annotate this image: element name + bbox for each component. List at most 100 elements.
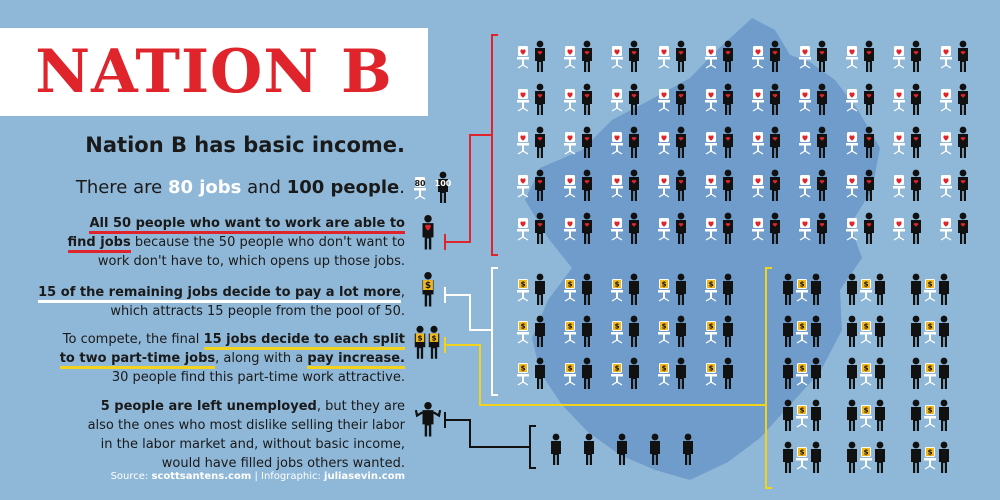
willing-worker-icon bbox=[563, 40, 592, 72]
svg-text:$: $ bbox=[662, 281, 667, 289]
high-pay-worker-icon: $ bbox=[704, 315, 733, 347]
willing-worker-icon bbox=[704, 40, 733, 72]
high-pay-worker-icon: $ bbox=[563, 357, 592, 389]
willing-worker-icon bbox=[610, 212, 639, 244]
willing-worker-icon bbox=[516, 126, 545, 158]
willing-worker-icon bbox=[563, 83, 592, 115]
high-pay-worker-icon: $ bbox=[516, 357, 545, 389]
willing-worker-icon bbox=[610, 40, 639, 72]
title-banner: NATION B bbox=[0, 28, 428, 116]
svg-text:$: $ bbox=[800, 365, 805, 373]
part-time-worker-pair: $ bbox=[911, 273, 949, 305]
icon-label-100: 100 bbox=[435, 179, 452, 188]
unemployed-person-icon bbox=[551, 433, 561, 465]
willing-worker-icon bbox=[563, 126, 592, 158]
willing-worker-icon bbox=[516, 40, 545, 72]
svg-text:$: $ bbox=[800, 407, 805, 415]
willing-worker-icon bbox=[751, 83, 780, 115]
willing-worker-icon bbox=[892, 212, 921, 244]
svg-text:$: $ bbox=[615, 281, 620, 289]
willing-worker-icon bbox=[657, 83, 686, 115]
high-pay-worker-icon: $ bbox=[563, 273, 592, 305]
bracket-unemployed bbox=[444, 412, 536, 469]
grid-high-pay-workers: $ $ $ $ $ $ $ $ $ $ $ $ $ $ $ bbox=[516, 273, 733, 389]
willing-worker-icon bbox=[704, 126, 733, 158]
unemployed-person-icon bbox=[617, 433, 627, 465]
p3-highlight-c: pay increase. bbox=[307, 351, 405, 369]
source-link[interactable]: scottsantens.com bbox=[151, 471, 252, 482]
grid-part-time-workers: $ $ $ $ $ $ $ $ $ $ $ $ $ $ $ bbox=[783, 273, 949, 473]
willing-worker-icon bbox=[939, 40, 968, 72]
willing-worker-icon bbox=[845, 40, 874, 72]
grid-willing-workers bbox=[516, 40, 968, 244]
willing-worker-icon bbox=[892, 126, 921, 158]
svg-text:$: $ bbox=[568, 323, 573, 331]
high-pay-worker-icon: $ bbox=[610, 357, 639, 389]
source-separator: | bbox=[251, 471, 261, 482]
part-time-worker-pair: $ bbox=[911, 315, 949, 347]
legend-workers-part-time: $ bbox=[414, 325, 426, 359]
willing-worker-icon bbox=[751, 212, 780, 244]
svg-text:$: $ bbox=[521, 323, 526, 331]
p4-rest-b: also the ones who most dislike selling t… bbox=[87, 418, 405, 433]
high-pay-worker-icon: $ bbox=[610, 315, 639, 347]
page-title: NATION B bbox=[35, 37, 393, 107]
paragraph-high-pay: 15 of the remaining jobs decide to pay a… bbox=[10, 283, 405, 321]
svg-text:$: $ bbox=[662, 365, 667, 373]
stat-middle: and bbox=[241, 177, 287, 198]
high-pay-worker-icon: $ bbox=[657, 315, 686, 347]
svg-text:$: $ bbox=[928, 407, 933, 415]
willing-worker-icon bbox=[939, 212, 968, 244]
part-time-worker-pair: $ bbox=[847, 399, 885, 431]
svg-text:$: $ bbox=[928, 323, 933, 331]
svg-text:$: $ bbox=[800, 281, 805, 289]
part-time-worker-pair: $ bbox=[911, 357, 949, 389]
p4-rest-d: would have filled jobs others wanted. bbox=[161, 456, 405, 471]
icon-label-80: 80 bbox=[414, 179, 426, 188]
paragraph-unemployed: 5 people are left unemployed, but they a… bbox=[10, 397, 405, 473]
paragraph-part-time: To compete, the final 15 jobs decide to … bbox=[10, 330, 405, 387]
jobs-count: 80 jobs bbox=[167, 177, 242, 198]
willing-worker-icon bbox=[610, 126, 639, 158]
credit-link[interactable]: juliasevin.com bbox=[324, 471, 405, 482]
svg-text:$: $ bbox=[864, 281, 869, 289]
high-pay-worker-icon: $ bbox=[704, 357, 733, 389]
part-time-worker-pair: $ bbox=[847, 273, 885, 305]
willing-worker-icon bbox=[563, 169, 592, 201]
svg-text:$: $ bbox=[800, 323, 805, 331]
willing-worker-icon bbox=[704, 212, 733, 244]
willing-worker-icon bbox=[563, 212, 592, 244]
svg-text:$: $ bbox=[615, 323, 620, 331]
stat-line: There are 80 jobs and 100 people. bbox=[20, 177, 405, 198]
svg-text:$: $ bbox=[928, 281, 933, 289]
stat-suffix: . bbox=[399, 177, 405, 198]
willing-worker-icon bbox=[798, 169, 827, 201]
willing-worker-icon bbox=[892, 169, 921, 201]
svg-text:$: $ bbox=[431, 333, 436, 342]
part-time-worker-pair: $ bbox=[847, 441, 885, 473]
part-time-worker-pair: $ bbox=[783, 273, 821, 305]
willing-worker-icon bbox=[704, 169, 733, 201]
svg-text:$: $ bbox=[800, 449, 805, 457]
svg-text:$: $ bbox=[662, 323, 667, 331]
paragraph-willing-workers: All 50 people who want to work are able … bbox=[10, 214, 405, 271]
svg-text:$: $ bbox=[864, 323, 869, 331]
willing-worker-icon bbox=[845, 169, 874, 201]
legend-worker-dollar: $ bbox=[422, 271, 434, 307]
willing-worker-icon bbox=[845, 83, 874, 115]
svg-text:$: $ bbox=[425, 281, 431, 291]
willing-worker-icon bbox=[798, 83, 827, 115]
part-time-worker-pair: $ bbox=[847, 315, 885, 347]
willing-worker-icon bbox=[845, 126, 874, 158]
svg-text:$: $ bbox=[928, 449, 933, 457]
svg-text:$: $ bbox=[928, 365, 933, 373]
p2-highlight: 15 of the remaining jobs decide to pay a… bbox=[38, 285, 401, 303]
unemployed-person-icon bbox=[683, 433, 693, 465]
willing-worker-icon bbox=[751, 126, 780, 158]
legend-workers-part-time-2: $ bbox=[428, 325, 440, 359]
svg-text:$: $ bbox=[615, 365, 620, 373]
willing-worker-icon bbox=[657, 169, 686, 201]
part-time-worker-pair: $ bbox=[783, 399, 821, 431]
willing-worker-icon bbox=[939, 83, 968, 115]
high-pay-worker-icon: $ bbox=[704, 273, 733, 305]
